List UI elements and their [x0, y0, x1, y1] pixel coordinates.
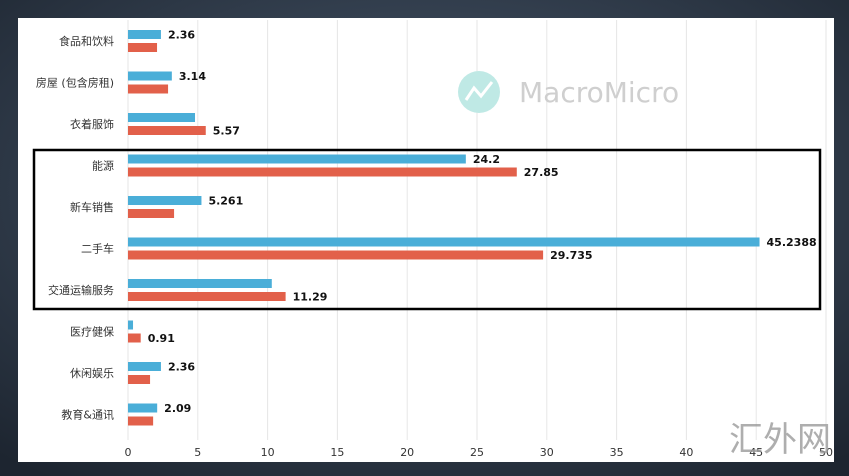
bar [128, 333, 141, 343]
x-tick-label: 50 [819, 446, 833, 459]
x-tick-label: 40 [679, 446, 693, 459]
value-label: 2.09 [164, 402, 191, 415]
bar [128, 113, 196, 122]
bar [128, 43, 158, 52]
bar [128, 320, 134, 330]
value-label: 5.261 [208, 195, 243, 208]
bar [128, 292, 286, 301]
x-tick-label: 10 [261, 446, 275, 459]
bar [128, 375, 151, 384]
y-tick-label: 医疗健保 [70, 325, 114, 339]
y-tick-label: 房屋 (包含房租) [36, 76, 114, 90]
y-tick-label: 衣着服饰 [70, 117, 114, 131]
bar [128, 279, 272, 288]
bar [128, 167, 517, 177]
y-tick-label: 休闲娱乐 [70, 366, 114, 380]
x-tick-label: 20 [400, 446, 414, 459]
watermark: MacroMicro [519, 76, 679, 109]
value-label: 5.57 [213, 125, 240, 138]
y-tick-label: 教育&通讯 [61, 408, 114, 422]
bar [128, 154, 466, 164]
value-label: 11.29 [293, 291, 328, 304]
y-tick-label: 交通运输服务 [48, 283, 114, 297]
bar [128, 403, 158, 413]
bar [128, 362, 161, 371]
bar [128, 126, 206, 135]
y-tick-label: 二手车 [81, 242, 114, 256]
x-tick-label: 0 [125, 446, 132, 459]
bar [128, 416, 154, 426]
bar [128, 196, 202, 205]
x-tick-label: 30 [540, 446, 554, 459]
y-tick-label: 新车销售 [70, 200, 114, 214]
bar [128, 71, 172, 81]
highlight-box [32, 148, 822, 311]
value-label: 2.36 [168, 361, 195, 374]
bar [128, 250, 544, 260]
value-label: 0.91 [148, 332, 175, 345]
y-tick-label: 食品和饮料 [59, 34, 114, 48]
x-tick-label: 25 [470, 446, 484, 459]
bar [128, 209, 175, 218]
y-tick-label: 能源 [92, 159, 114, 173]
watermark-logo-mark [464, 81, 494, 101]
bar [128, 237, 760, 247]
x-tick-label: 5 [194, 446, 201, 459]
value-label: 29.735 [550, 249, 592, 262]
x-tick-label: 45 [749, 446, 763, 459]
value-label: 45.2388 [767, 236, 817, 249]
value-label: 24.2 [473, 153, 500, 166]
x-tick-label: 35 [610, 446, 624, 459]
bars: 食品和饮料 2.36 房屋 (包含房租) 3.14 衣着服饰 5.57 能源 24.2 27.8… [36, 29, 817, 426]
x-tick-label: 15 [330, 446, 344, 459]
bar [128, 84, 169, 94]
value-label: 27.85 [524, 166, 559, 179]
value-label: 3.14 [179, 70, 206, 83]
value-label: 2.36 [168, 29, 195, 42]
grid: 0 5 10 15 20 25 30 35 40 45 50 [125, 20, 833, 459]
bar [128, 30, 161, 39]
watermark: 汇外网 [729, 420, 831, 460]
